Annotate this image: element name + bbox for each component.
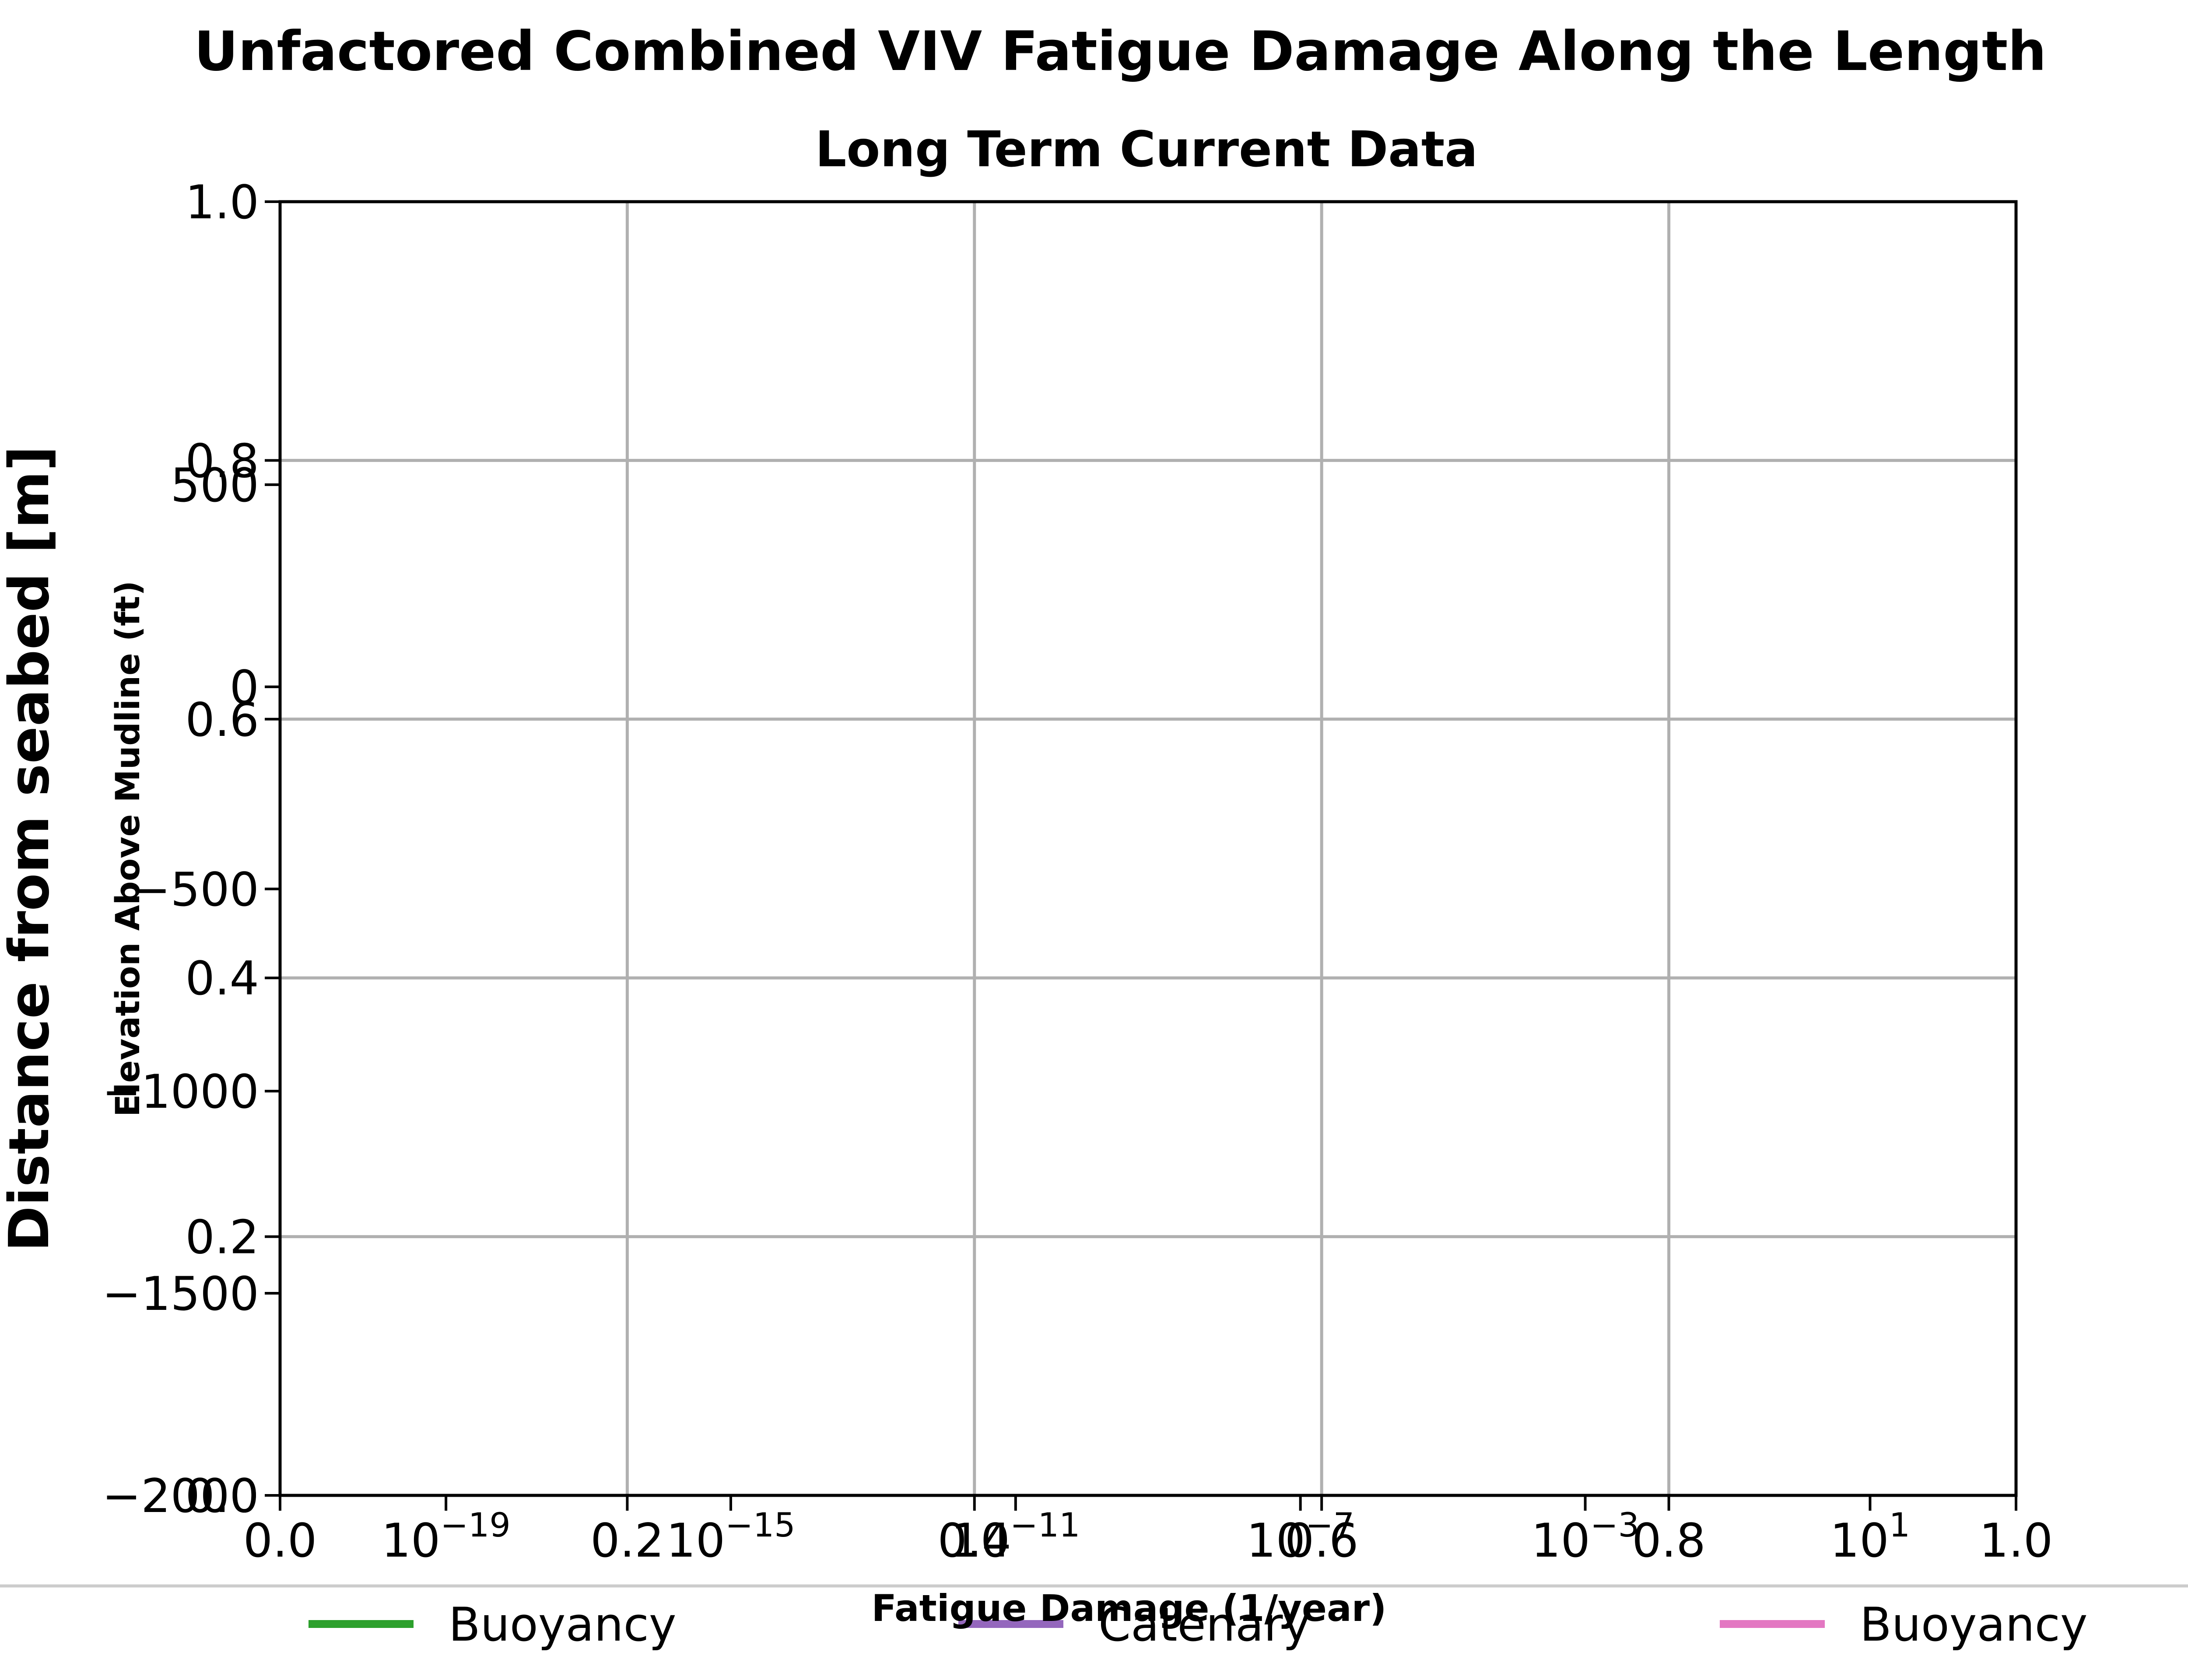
y-tick-label: 0.4 [185, 952, 259, 1005]
elevation-tick-label: −2000 [102, 1469, 259, 1523]
elevation-tick-label: 0 [230, 661, 259, 714]
log-x-tick-exponent: −3 [1590, 1505, 1639, 1544]
axes-ticks: 0.0 0.2 0.4 0.6 0.8 1.00.00.20.40.60.81.010−1… [102, 175, 2053, 1568]
elevation-tick-label: −1500 [102, 1267, 259, 1321]
elevation-tick-label: 500 [171, 458, 259, 512]
legend-label: Buoyancy [449, 1598, 677, 1652]
log-x-tick-exponent: −11 [1010, 1505, 1080, 1544]
log-x-tick-base: 10 [1830, 1514, 1889, 1568]
x-tick-label: 1.0 [1979, 1514, 2053, 1568]
log-x-tick-exponent: −7 [1305, 1505, 1354, 1544]
log-x-tick-label: 101 [1830, 1505, 1910, 1568]
x-tick-label: 0.2 [590, 1514, 664, 1568]
legend-label: Catenary [1098, 1598, 1310, 1652]
log-x-tick-label: 10−19 [381, 1505, 510, 1568]
y-tick-label: 1.0 [185, 175, 259, 229]
x-tick-label: 0.6 [1285, 1514, 1359, 1568]
log-x-tick-label: 10−11 [951, 1505, 1080, 1568]
log-x-tick-base: 10 [381, 1514, 440, 1568]
y-tick-label: 0.8 [185, 434, 259, 488]
y-axis-label-left: Distance from seabed [m] [0, 446, 61, 1252]
log-x-tick-exponent: −19 [440, 1505, 510, 1544]
legend-label: Buoyancy [1860, 1598, 2088, 1652]
log-x-tick-label: 10−7 [1246, 1505, 1354, 1568]
elevation-tick-label: −500 [132, 863, 259, 917]
plot-frame [278, 200, 2018, 1497]
log-x-tick-base: 10 [951, 1514, 1010, 1568]
y-tick-label: 0.0 [185, 1469, 259, 1523]
legend: Buoyancy Catenary Buoyancy [309, 1598, 2088, 1652]
x-axis-label: Fatigue Damage (1/year) [872, 1587, 1387, 1630]
x-tick-label: 0.0 [243, 1514, 317, 1568]
log-x-tick-label: 10−3 [1531, 1505, 1639, 1568]
log-x-tick-exponent: 1 [1889, 1505, 1910, 1544]
x-tick-label: 0.4 [938, 1514, 1012, 1568]
grid-lines [280, 202, 2016, 1495]
elevation-tick-label: −1000 [102, 1065, 259, 1119]
log-x-tick-label: 10−15 [666, 1505, 795, 1568]
y-axis-label-inner: Elevation Above Mudline (ft) [108, 581, 147, 1117]
y-tick-label: 0.6 [185, 693, 259, 747]
log-x-tick-exponent: −15 [725, 1505, 795, 1544]
chart-title: Unfactored Combined VIV Fatigue Damage A… [194, 20, 2046, 83]
log-x-tick-base: 10 [1531, 1514, 1590, 1568]
chart-subtitle: Long Term Current Data [815, 121, 1478, 178]
y-tick-label: 0.2 [185, 1211, 259, 1264]
x-tick-label: 0.8 [1632, 1514, 1706, 1568]
log-x-tick-base: 10 [666, 1514, 725, 1568]
log-x-tick-base: 10 [1246, 1514, 1305, 1568]
